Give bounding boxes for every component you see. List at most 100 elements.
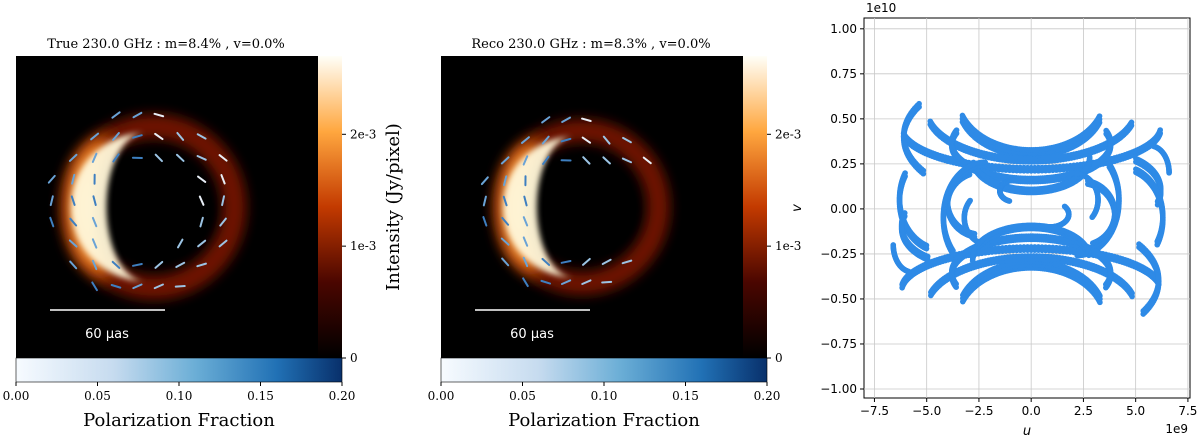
polarization-tick [68, 153, 78, 162]
pol-tick-label: 0.00 [3, 389, 30, 403]
polarization-tick [91, 152, 98, 163]
polarization-tick [91, 259, 98, 271]
polarization-tick [500, 237, 510, 246]
x-tick-label: −7.5 [860, 404, 889, 418]
polarization-tick [523, 195, 528, 207]
x-tick-label: 5.0 [1126, 404, 1145, 418]
polarization-tick [153, 283, 164, 290]
uv-point [1086, 154, 1093, 160]
polarization-tick [112, 132, 120, 141]
uv-point [1096, 113, 1103, 119]
pol-tick-label: 0.05 [509, 389, 536, 403]
true-image-panel: True 230.0 GHz : m=8.4% , v=0.0% 60 μas … [3, 37, 404, 431]
uv-points [890, 100, 1172, 317]
y-tick-label: 0.75 [830, 67, 857, 81]
polarization-tick [132, 283, 143, 290]
crescent-core [71, 132, 146, 282]
polarization-tick [132, 134, 143, 139]
bright-crescent [489, 123, 573, 291]
polarization-tick [621, 157, 633, 164]
x-exponent-label: 1e9 [1165, 422, 1188, 436]
polarization-colorbar-label: Polarization Fraction [83, 410, 275, 431]
polarization-tick [561, 116, 571, 123]
polarization-tick [602, 135, 611, 145]
polarization-tick [154, 260, 164, 269]
pol-tick-label: 0.20 [329, 389, 356, 403]
reco-image-panel: Reco 230.0 GHz : m=8.3% , v=0.0% 60 μas … [428, 37, 802, 431]
uv-point [1106, 161, 1113, 167]
polarization-tick [621, 259, 633, 265]
polarization-tick [218, 154, 228, 162]
y-tick-label: 1.00 [830, 22, 857, 36]
panel-title: Reco 230.0 GHz : m=8.3% , v=0.0% [471, 37, 710, 52]
uv-point [953, 281, 959, 287]
polarization-tick [174, 285, 186, 288]
uv-point [923, 242, 930, 249]
x-axis-label: u [1023, 424, 1031, 437]
polarization-tick [177, 238, 184, 249]
polarization-tick [522, 256, 529, 268]
polarization-tick [92, 195, 97, 207]
polarization-tick [581, 257, 591, 266]
polarization-colorbar [15, 357, 343, 383]
polarization-tick [500, 156, 510, 165]
x-tick-label: 0.0 [1022, 404, 1041, 418]
polarization-tick [111, 260, 121, 269]
black-hole-shadow [563, 173, 639, 249]
polarization-tick [111, 111, 121, 119]
polarization-tick [69, 260, 78, 270]
intensity-colorbar-label: Intensity (Jy/pixel) [383, 123, 404, 291]
polarization-tick [71, 173, 76, 185]
polarization-tick [218, 239, 228, 248]
polarization-tick [49, 195, 54, 207]
polarization-tick [601, 258, 612, 266]
uv-point [960, 292, 966, 298]
uv-coverage-plot: 1e10 −7.5 −5.0 −2.5 0.0 2.5 5.0 7.5−1.00−0.75−… [790, 1, 1197, 437]
polarization-tick [501, 257, 510, 267]
polarization-tick [581, 279, 592, 286]
colorbar-tick-label: 2e-3 [775, 127, 801, 141]
polarization-tick [541, 135, 550, 145]
colorbar-tick-label: 2e-3 [350, 127, 376, 141]
y-tick-label: 0.00 [830, 202, 857, 216]
polarization-tick [49, 216, 55, 228]
pol-tick-label: 0.10 [591, 389, 618, 403]
uv-point [920, 167, 927, 174]
uv-point [1133, 155, 1139, 162]
uv-point [1061, 203, 1068, 210]
polarization-tick [601, 280, 613, 284]
uv-point [1128, 119, 1135, 126]
polarization-tick [68, 239, 78, 248]
polarization-tick [541, 257, 551, 266]
pol-tick-label: 0.10 [166, 389, 193, 403]
polarization-tick [560, 137, 572, 143]
intensity-colorbar [318, 56, 342, 358]
panel-title: True 230.0 GHz : m=8.4% , v=0.0% [47, 37, 285, 52]
polarization-tick [69, 217, 78, 227]
polarization-tick [112, 153, 120, 163]
polarization-tick [175, 153, 185, 162]
colorbar-tick-label: 0 [350, 351, 358, 365]
polarization-tick [582, 156, 591, 165]
scale-bar-label: 60 μas [85, 327, 129, 342]
uv-point [1133, 166, 1139, 172]
polarization-tick [522, 277, 529, 288]
polarization-tick [642, 156, 652, 165]
polarization-tick [502, 195, 508, 207]
bright-crescent [56, 119, 144, 295]
polarization-tick [540, 279, 552, 285]
polarization-colorbar-ticks: 0.00 0.05 0.10 0.15 0.20 [428, 382, 780, 403]
polarization-tick [154, 153, 163, 163]
intensity-colorbar [743, 56, 767, 358]
polarization-tick [91, 216, 98, 228]
y-tick-label: −0.75 [820, 337, 857, 351]
polarization-tick [197, 239, 207, 248]
polarization-tick [581, 136, 592, 144]
polarization-tick [480, 176, 489, 186]
crescent-core [503, 136, 575, 278]
pol-tick-label: 0.15 [247, 389, 274, 403]
polarization-tick [501, 216, 510, 226]
uv-point [928, 289, 934, 296]
polarization-tick [560, 279, 572, 286]
polarization-colorbar-ticks: 0.00 0.05 0.10 0.15 0.20 [3, 382, 356, 403]
